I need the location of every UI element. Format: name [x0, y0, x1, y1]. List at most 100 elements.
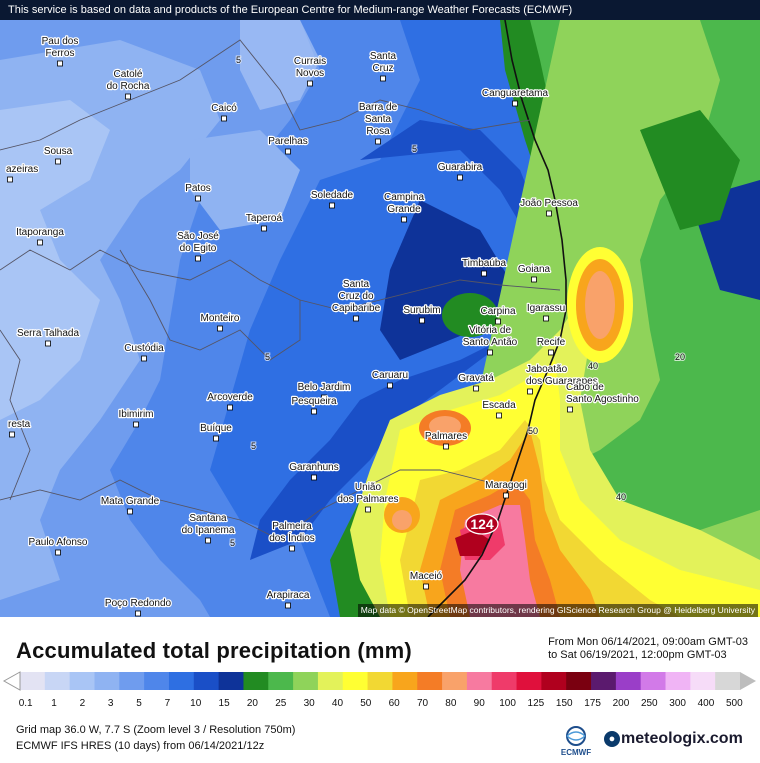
city-name: Santa	[365, 114, 392, 125]
city-marker[interactable]: Arapiraca	[265, 589, 311, 609]
map-attribution[interactable]: Map data © OpenStreetMap contributors, r…	[357, 604, 758, 617]
city-name: do Egito	[180, 243, 217, 254]
city-marker[interactable]: Maragogi	[484, 479, 528, 499]
legend-swatch	[317, 672, 344, 690]
city-dot-icon	[380, 75, 386, 82]
legend-swatch	[44, 672, 71, 690]
city-marker[interactable]: Sousa	[43, 145, 74, 165]
city-marker[interactable]: Igarassu	[526, 302, 566, 322]
legend-tick-label: 175	[584, 698, 601, 708]
city-marker[interactable]: Goiana	[517, 263, 552, 283]
city-name: Rosa	[366, 126, 390, 137]
legend-swatch	[417, 672, 443, 690]
city-name: Cruz	[372, 63, 393, 74]
legend-swatch	[466, 672, 493, 690]
city-marker[interactable]: Ibimirim	[117, 408, 155, 428]
city-dot-icon	[329, 202, 335, 209]
city-dot-icon	[503, 492, 509, 499]
city-dot-icon	[205, 537, 211, 544]
city-dot-icon	[133, 421, 139, 428]
city-marker[interactable]: Pesqueira	[290, 395, 338, 415]
city-marker[interactable]: Gravatá	[457, 372, 495, 392]
city-dot-icon	[512, 100, 518, 107]
city-name: Monteiro	[201, 313, 240, 324]
city-marker[interactable]: Guarabira	[437, 161, 484, 181]
contour-label: 5	[251, 441, 256, 451]
city-marker[interactable]: Belo Jardim	[296, 381, 352, 401]
meteologix-brand[interactable]: ● meteologix.com	[604, 730, 743, 748]
city-marker[interactable]: Recife	[536, 336, 567, 356]
city-marker[interactable]: Monteiro	[199, 312, 241, 332]
city-marker[interactable]: Escada	[481, 399, 517, 419]
city-name: Santana	[189, 513, 227, 524]
city-name: Taperoá	[246, 213, 283, 224]
city-dot-icon	[195, 195, 201, 202]
city-name: Capibaribe	[332, 303, 381, 314]
city-marker[interactable]: Palmares	[424, 430, 468, 450]
city-dot-icon	[419, 317, 425, 324]
city-marker[interactable]: Caruaru	[371, 369, 409, 389]
city-marker[interactable]: Soledade	[310, 189, 355, 209]
city-marker[interactable]: Timbaúba	[461, 257, 508, 277]
city-name: dos Palmares	[337, 494, 398, 505]
city-name: Santa	[343, 279, 370, 290]
city-marker[interactable]: Maceió	[409, 570, 444, 590]
legend-tick-label: 0.1	[19, 698, 33, 708]
city-marker[interactable]: Itaporanga	[15, 226, 66, 246]
city-marker[interactable]: azeiras	[5, 163, 40, 183]
legend-swatch	[615, 672, 642, 690]
city-dot-icon	[125, 93, 131, 100]
city-name: Catolé	[114, 69, 143, 80]
city-marker[interactable]: Mata Grande	[100, 495, 161, 515]
city-name: Itaporanga	[16, 227, 64, 238]
city-name: Campina	[384, 192, 424, 203]
ecmwf-logo: ECMWF	[556, 724, 596, 758]
city-marker[interactable]: João Pessoa	[519, 197, 580, 217]
city-name: Pesqueira	[291, 396, 336, 407]
city-marker[interactable]: Canguaretama	[481, 87, 550, 107]
city-marker[interactable]: Serra Talhada	[16, 327, 81, 347]
legend-tick-label: 40	[332, 698, 344, 708]
city-marker[interactable]: Paulo Afonso	[27, 536, 89, 556]
city-marker[interactable]: Parelhas	[267, 135, 309, 155]
city-name: Arcoverde	[207, 392, 253, 403]
city-name: João Pessoa	[520, 198, 578, 209]
city-marker[interactable]: Garanhuns	[288, 461, 340, 481]
city-marker[interactable]: resta	[7, 418, 32, 438]
city-marker[interactable]: Taperoá	[245, 212, 284, 232]
ecmwf-globe-icon	[566, 726, 586, 746]
city-dot-icon	[481, 270, 487, 277]
chart-title: Accumulated total precipitation (mm)	[16, 638, 412, 663]
city-marker[interactable]: Arcoverde	[206, 391, 254, 411]
city-dot-icon	[387, 382, 393, 389]
legend-tick-label: 500	[726, 698, 743, 708]
city-name: União	[355, 482, 382, 493]
city-marker[interactable]: Carpina	[479, 305, 517, 325]
city-dot-icon	[221, 115, 227, 122]
city-dot-icon	[127, 508, 133, 515]
legend-swatch	[690, 672, 716, 690]
city-marker[interactable]: Patos	[184, 182, 212, 202]
city-marker[interactable]: Surubim	[402, 304, 442, 324]
city-name: Canguaretama	[482, 88, 549, 99]
city-marker[interactable]: Poço Redondo	[104, 597, 173, 617]
city-marker[interactable]: Caicó	[210, 102, 238, 122]
city-name: Poço Redondo	[105, 598, 172, 609]
city-marker[interactable]: Custódia	[123, 342, 165, 362]
precipitation-map[interactable]: 5 5 5 5 5 40 20 50 40 124 Pau dos Ferros C…	[0, 0, 760, 617]
city-marker[interactable]: Buíque	[199, 422, 234, 442]
